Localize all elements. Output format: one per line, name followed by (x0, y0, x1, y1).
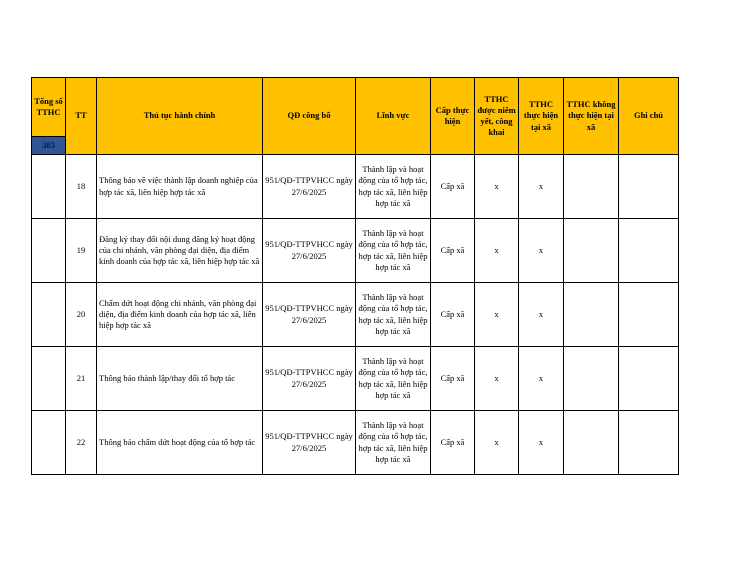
cell-posted: x (474, 410, 519, 475)
cell-decision: 951/QĐ-TTPVHCC ngày 27/6/2025 (262, 218, 356, 283)
cell-posted: x (474, 282, 519, 347)
cell-posted: x (474, 346, 519, 411)
header-note: Ghi chú (618, 77, 679, 155)
header-decision: QĐ công bố (262, 77, 356, 155)
cell-note (618, 218, 679, 283)
cell-not-at-commune (563, 154, 619, 219)
header-procedure: Thủ tục hành chính (96, 77, 263, 155)
cell-decision: 951/QĐ-TTPVHCC ngày 27/6/2025 (262, 154, 356, 219)
cell-level: Cấp xã (430, 218, 475, 283)
cell-level: Cấp xã (430, 346, 475, 411)
header-posted: TTHC được niêm yết, công khai (474, 77, 519, 155)
table-row: 21 Thông báo thành lập/thay đổi tổ hợp tá… (31, 346, 679, 411)
table-row: 18 Thông báo về việc thành lập doanh nghi… (31, 154, 679, 219)
cell-total (31, 154, 66, 219)
cell-tt: 20 (65, 282, 97, 347)
cell-tt: 21 (65, 346, 97, 411)
cell-at-commune: x (518, 410, 564, 475)
cell-total (31, 218, 66, 283)
cell-posted: x (474, 154, 519, 219)
cell-field: Thành lập và hoạt động của tổ hợp tác, h… (355, 346, 431, 411)
cell-tt: 22 (65, 410, 97, 475)
cell-note (618, 346, 679, 411)
cell-not-at-commune (563, 346, 619, 411)
cell-procedure: Thông báo về việc thành lập doanh nghiệp… (96, 154, 263, 219)
cell-at-commune: x (518, 282, 564, 347)
cell-note (618, 410, 679, 475)
cell-total (31, 282, 66, 347)
header-row: Tổng số TTHC 383 TT Thủ tục hành chính QĐ… (31, 77, 679, 155)
cell-level: Cấp xã (430, 410, 475, 475)
header-not-at-commune: TTHC không thực hiện tại xã (563, 77, 619, 155)
cell-not-at-commune (563, 410, 619, 475)
header-field: Lĩnh vực (355, 77, 431, 155)
cell-procedure: Đăng ký thay đổi nội dung đăng ký hoạt đ… (96, 218, 263, 283)
cell-decision: 951/QĐ-TTPVHCC ngày 27/6/2025 (262, 410, 356, 475)
cell-field: Thành lập và hoạt động của tổ hợp tác, h… (355, 218, 431, 283)
cell-field: Thành lập và hoạt động của tổ hợp tác, h… (355, 410, 431, 475)
cell-level: Cấp xã (430, 282, 475, 347)
total-count: 383 (32, 136, 65, 154)
cell-note (618, 282, 679, 347)
cell-at-commune: x (518, 154, 564, 219)
header-total: Tổng số TTHC 383 (31, 77, 66, 155)
table-row: 19 Đăng ký thay đổi nội dung đăng ký hoạt… (31, 218, 679, 283)
cell-decision: 951/QĐ-TTPVHCC ngày 27/6/2025 (262, 346, 356, 411)
cell-field: Thành lập và hoạt động của tổ hợp tác, h… (355, 154, 431, 219)
header-tt: TT (65, 77, 97, 155)
table-row: 20 Chấm dứt hoạt động chi nhánh, văn phòn… (31, 282, 679, 347)
cell-tt: 18 (65, 154, 97, 219)
cell-not-at-commune (563, 218, 619, 283)
header-at-commune: TTHC thực hiện tại xã (518, 77, 564, 155)
cell-at-commune: x (518, 346, 564, 411)
cell-not-at-commune (563, 282, 619, 347)
cell-procedure: Thông báo chấm dứt hoạt động của tổ hợp … (96, 410, 263, 475)
cell-at-commune: x (518, 218, 564, 283)
cell-posted: x (474, 218, 519, 283)
cell-note (618, 154, 679, 219)
cell-total (31, 410, 66, 475)
cell-tt: 19 (65, 218, 97, 283)
cell-procedure: Chấm dứt hoạt động chi nhánh, văn phòng … (96, 282, 263, 347)
cell-decision: 951/QĐ-TTPVHCC ngày 27/6/2025 (262, 282, 356, 347)
cell-total (31, 346, 66, 411)
cell-level: Cấp xã (430, 154, 475, 219)
table-row: 22 Thông báo chấm dứt hoạt động của tổ hợ… (31, 410, 679, 475)
procedures-table: Tổng số TTHC 383 TT Thủ tục hành chính QĐ… (31, 77, 679, 475)
header-level: Cấp thực hiện (430, 77, 475, 155)
cell-procedure: Thông báo thành lập/thay đổi tổ hợp tác (96, 346, 263, 411)
cell-field: Thành lập và hoạt động của tổ hợp tác, h… (355, 282, 431, 347)
